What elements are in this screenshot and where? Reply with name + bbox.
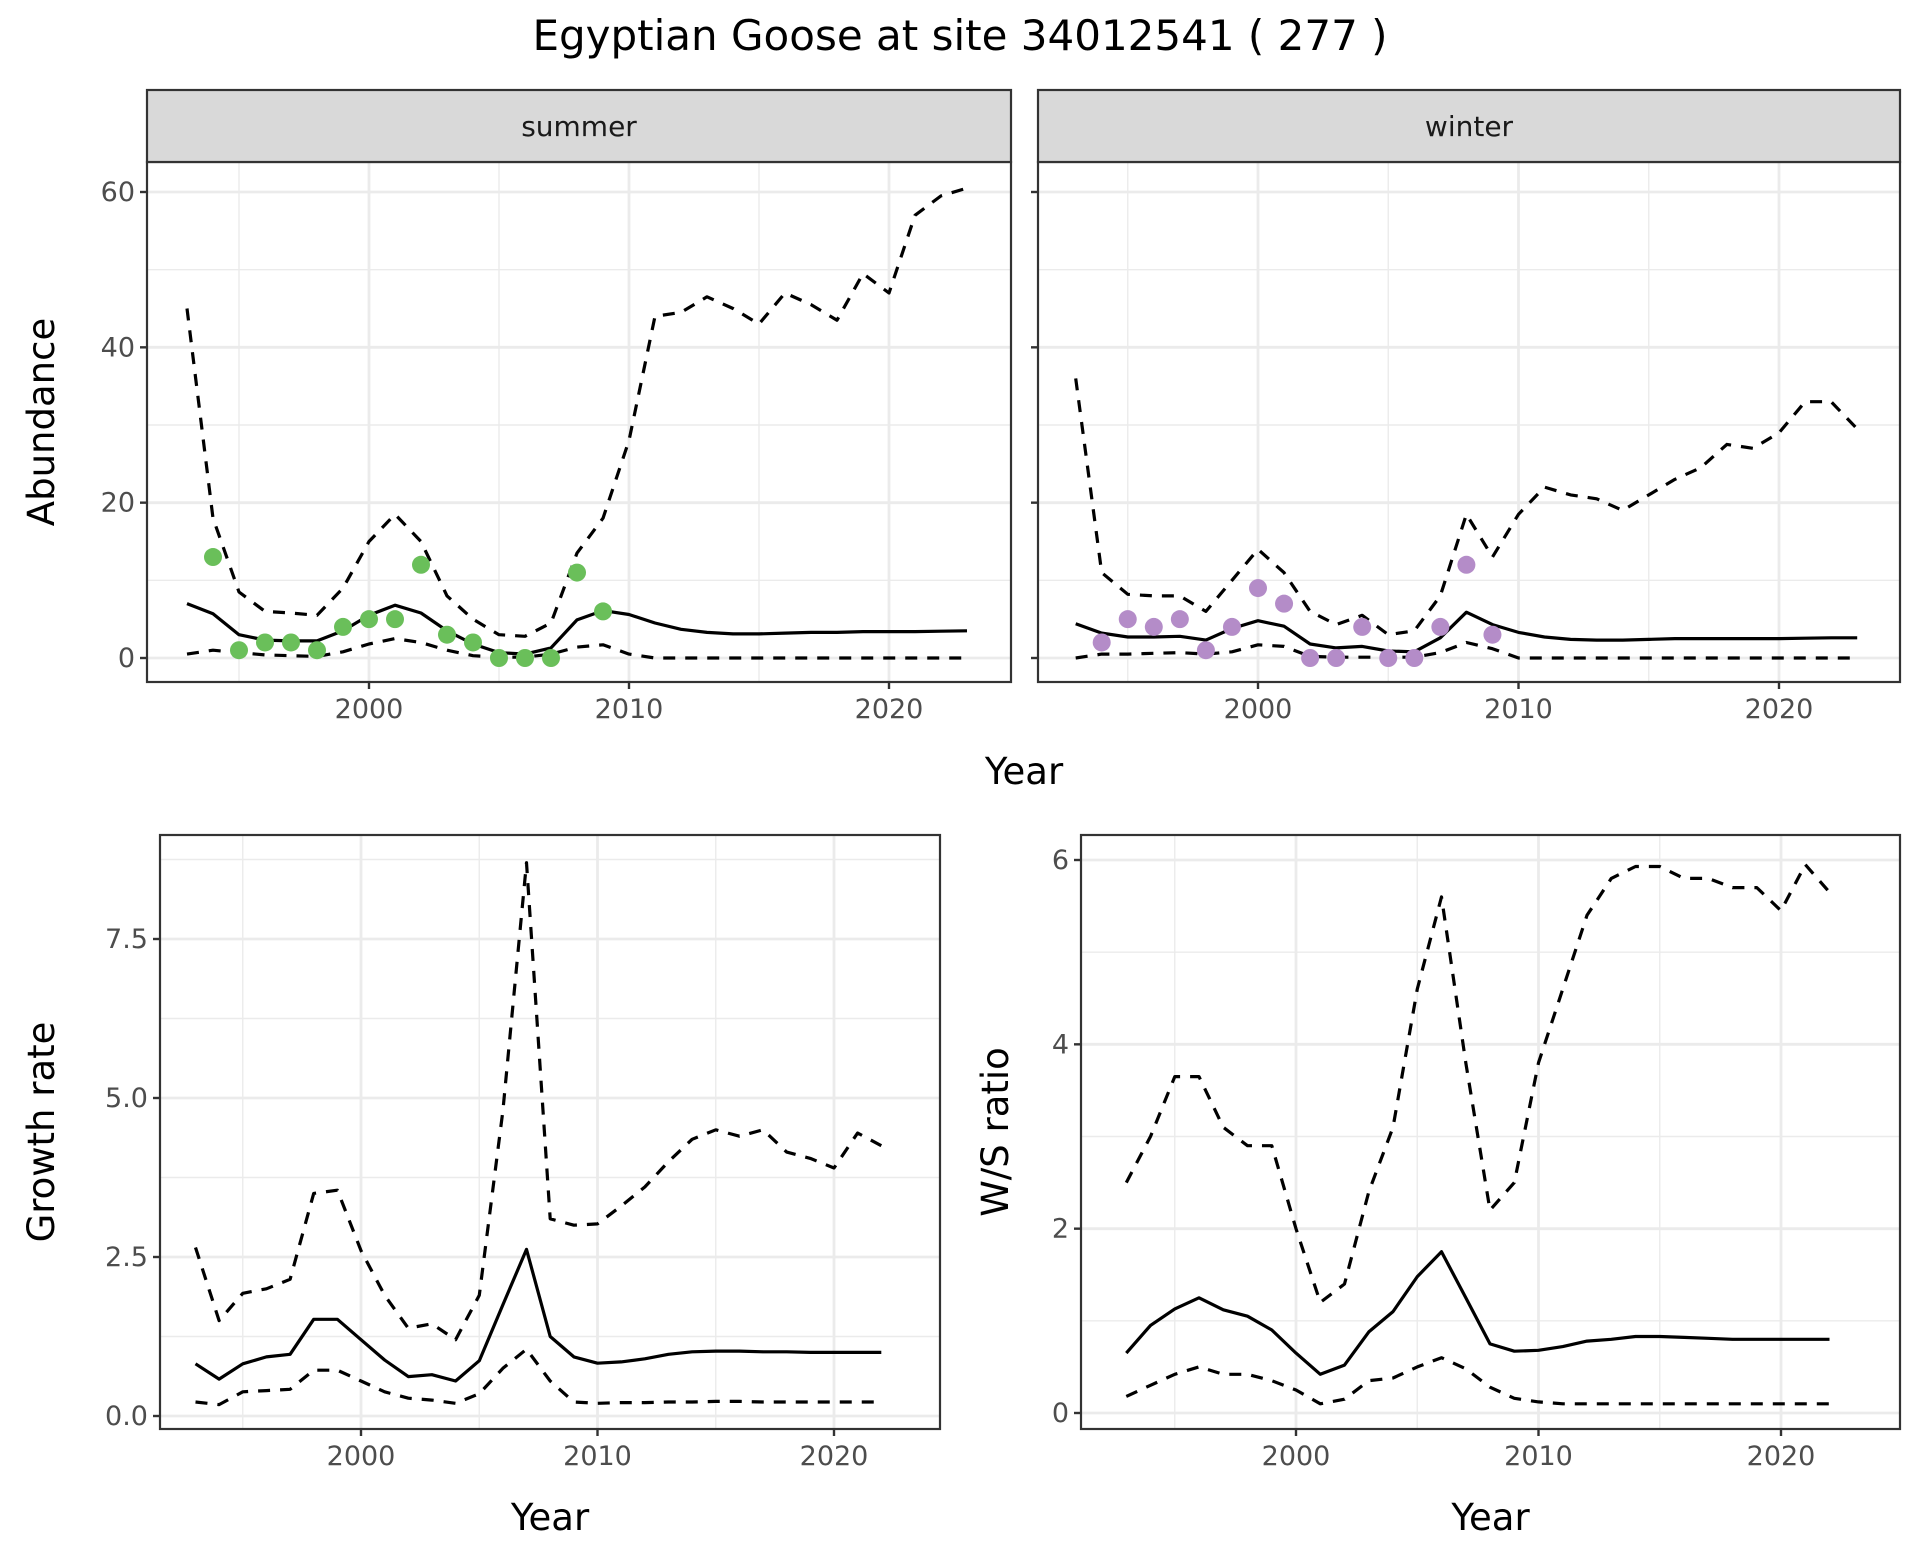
data-point xyxy=(386,610,404,629)
y-tick-label: 40 xyxy=(101,332,135,363)
data-point xyxy=(412,555,430,574)
data-point xyxy=(1353,617,1372,636)
data-point xyxy=(1301,649,1320,667)
data-point xyxy=(516,649,534,667)
x-axis-title: Year xyxy=(510,1496,590,1539)
data-point xyxy=(282,633,300,652)
x-tick-label: 2020 xyxy=(1745,694,1814,725)
panel-growth-rate: 0.0 2.5 5.0 7.5 2000 2010 2020 Year Growth rate xyxy=(20,833,942,1539)
data-point xyxy=(568,563,586,582)
y-tick-label: 2.5 xyxy=(105,1242,148,1273)
x-tick-label: 2010 xyxy=(1504,1441,1573,1472)
series-line-mean xyxy=(1075,610,1858,654)
data-point xyxy=(1405,649,1424,667)
panel-winter: 2000 2010 2020 winter Year xyxy=(984,88,1902,793)
series-line-lower xyxy=(1075,640,1858,660)
series-line-upper xyxy=(193,861,883,1342)
data-point xyxy=(334,617,352,636)
data-point xyxy=(1092,633,1111,652)
plot-background xyxy=(1081,835,1900,1429)
facet-strip xyxy=(145,88,1013,164)
x-axis-title: Year xyxy=(1450,1496,1530,1539)
panel-w-s-ratio: 0 2 4 6 2000 2010 2020 Year W/S ratio xyxy=(974,833,1902,1539)
data-point xyxy=(1144,617,1163,636)
x-tick-label: 2020 xyxy=(1747,1441,1816,1472)
facet-strip-label: summer xyxy=(521,110,637,143)
data-point xyxy=(1249,579,1267,598)
data-point xyxy=(594,602,612,621)
data-point xyxy=(1196,641,1215,660)
y-tick-label: 20 xyxy=(101,488,135,519)
data-point xyxy=(1457,555,1476,574)
x-tick-label: 2010 xyxy=(563,1441,632,1472)
data-point xyxy=(1483,625,1502,644)
y-tick-label: 6 xyxy=(1052,845,1069,876)
data-point xyxy=(1379,649,1398,667)
facet-strip-label: winter xyxy=(1425,110,1514,143)
panel-summer: 0 20 40 60 2000 2010 2020 summer Abundance xyxy=(20,88,1013,725)
x-tick-label: 2000 xyxy=(335,694,404,725)
panel-border xyxy=(158,833,942,1431)
y-tick-label: 60 xyxy=(101,177,135,208)
series-line-mean xyxy=(186,602,968,656)
series-line-mean xyxy=(1125,1250,1830,1376)
facet-strip xyxy=(1036,88,1902,164)
y-axis-title: Growth rate xyxy=(20,1022,63,1243)
data-point xyxy=(490,649,508,667)
y-tick-label: 0 xyxy=(118,643,135,674)
x-tick-label: 2000 xyxy=(1224,694,1293,725)
data-point xyxy=(256,633,274,652)
series-line-lower xyxy=(1125,1356,1830,1406)
data-point xyxy=(1170,610,1189,629)
y-axis-title: Abundance xyxy=(20,318,63,526)
series-line-upper xyxy=(185,186,968,638)
y-tick-label: 5.0 xyxy=(105,1083,148,1114)
data-point xyxy=(308,641,326,660)
plot-background xyxy=(147,162,1011,682)
data-point xyxy=(1327,649,1346,667)
chart-title: Egyptian Goose at site 34012541 ( 277 ) xyxy=(532,11,1387,60)
y-tick-label: 0.0 xyxy=(105,1401,148,1432)
y-tick-label: 7.5 xyxy=(105,924,148,955)
series-line-mean xyxy=(194,1247,882,1383)
y-tick-label: 0 xyxy=(1052,1398,1069,1429)
x-tick-label: 2010 xyxy=(1484,694,1553,725)
plot-background xyxy=(160,835,940,1429)
panel-border xyxy=(1079,833,1902,1431)
x-tick-label: 2000 xyxy=(327,1441,396,1472)
data-point xyxy=(204,548,222,567)
y-axis-title: W/S ratio xyxy=(974,1047,1017,1217)
data-point xyxy=(542,649,560,667)
x-axis-title: Year xyxy=(984,750,1064,793)
y-tick-label: 4 xyxy=(1052,1029,1069,1060)
x-tick-label: 2020 xyxy=(800,1441,869,1472)
series-line-upper xyxy=(1124,863,1831,1304)
data-point xyxy=(464,633,482,652)
y-tick-label: 2 xyxy=(1052,1214,1069,1245)
data-point xyxy=(1222,617,1241,636)
x-tick-label: 2010 xyxy=(595,694,664,725)
x-tick-label: 2000 xyxy=(1262,1441,1331,1472)
data-point xyxy=(1275,594,1294,613)
plot-background xyxy=(1038,162,1900,682)
data-point xyxy=(438,625,456,644)
data-point xyxy=(1431,617,1450,636)
data-point xyxy=(1118,610,1137,629)
data-point xyxy=(360,610,378,629)
data-point xyxy=(230,641,248,660)
x-tick-label: 2020 xyxy=(855,694,924,725)
series-line-upper xyxy=(1074,378,1859,637)
